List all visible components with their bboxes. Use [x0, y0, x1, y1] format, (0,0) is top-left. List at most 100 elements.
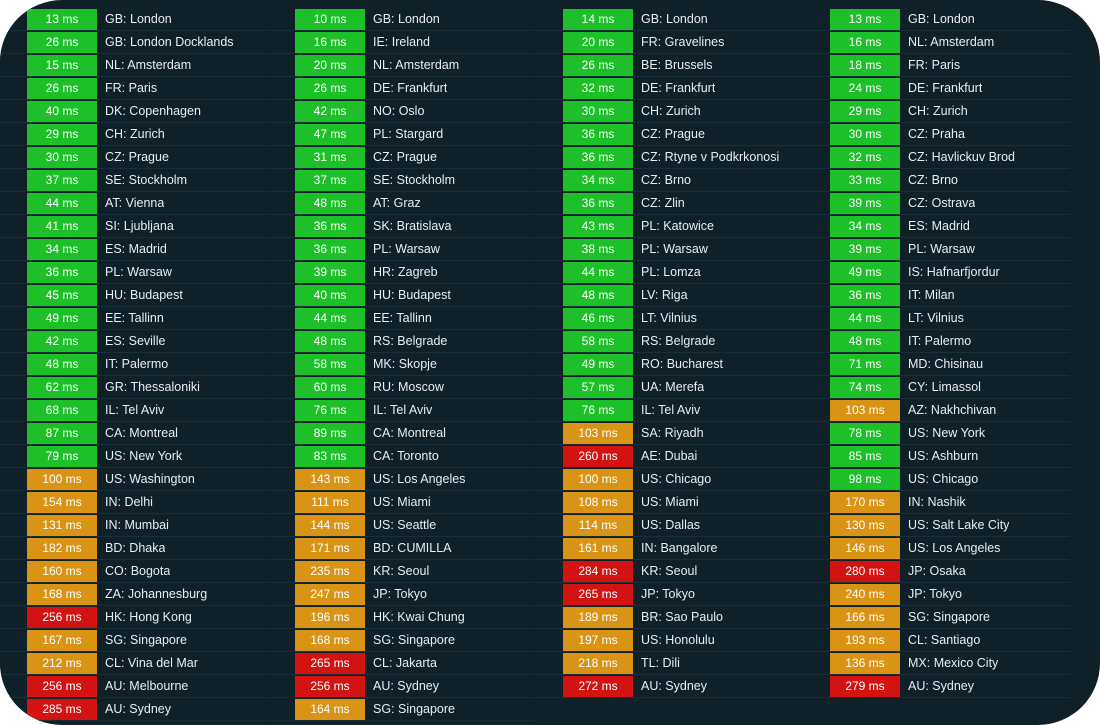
server-row: 48 ms IT: Palermo [803, 330, 1070, 353]
server-location: US: Chicago [641, 472, 712, 486]
server-location: IN: Nashik [908, 495, 966, 509]
server-row: 146 ms US: Los Angeles [803, 537, 1070, 560]
latency-badge: 168 ms [27, 583, 97, 605]
server-location: BD: Dhaka [105, 541, 166, 555]
latency-badge: 78 ms [830, 422, 900, 444]
server-row: 36 ms CZ: Rtyne v Podkrkonosi [536, 146, 803, 169]
latency-badge: 18 ms [830, 54, 900, 76]
server-location: CZ: Rtyne v Podkrkonosi [641, 150, 780, 164]
latency-badge: 114 ms [563, 514, 633, 536]
latency-badge: 164 ms [295, 698, 365, 720]
server-location: JP: Tokyo [908, 587, 962, 601]
server-location: TL: Dili [641, 656, 680, 670]
latency-badge: 154 ms [27, 491, 97, 513]
server-row: 48 ms RS: Belgrade [268, 330, 535, 353]
server-location: IN: Bangalore [641, 541, 718, 555]
server-row: 98 ms US: Chicago [803, 468, 1070, 491]
latency-badge: 131 ms [27, 514, 97, 536]
server-location: PL: Warsaw [908, 242, 975, 256]
server-row: 71 ms MD: Chisinau [803, 353, 1070, 376]
latency-badge: 37 ms [295, 169, 365, 191]
server-row: 13 ms GB: London [803, 8, 1070, 31]
server-row: 49 ms RO: Bucharest [536, 353, 803, 376]
server-row: 235 ms KR: Seoul [268, 560, 535, 583]
server-row: 44 ms PL: Lomza [536, 261, 803, 284]
server-location: AU: Sydney [373, 679, 440, 693]
latency-badge: 161 ms [563, 537, 633, 559]
server-location: RS: Belgrade [373, 334, 448, 348]
server-row: 46 ms LT: Vilnius [536, 307, 803, 330]
latency-badge: 160 ms [27, 560, 97, 582]
latency-badge: 76 ms [295, 399, 365, 421]
server-location: CA: Toronto [373, 449, 439, 463]
latency-badge: 43 ms [563, 215, 633, 237]
server-row: 130 ms US: Salt Lake City [803, 514, 1070, 537]
latency-badge: 36 ms [563, 123, 633, 145]
server-location: US: New York [105, 449, 183, 463]
latency-badge: 111 ms [295, 491, 365, 513]
server-location: DE: Frankfurt [908, 81, 983, 95]
server-row: 13 ms GB: London [0, 8, 267, 31]
server-location: JP: Tokyo [641, 587, 695, 601]
latency-badge: 16 ms [295, 31, 365, 53]
latency-badge: 272 ms [563, 675, 633, 697]
latency-badge: 103 ms [830, 399, 900, 421]
server-location: IL: Tel Aviv [105, 403, 165, 417]
server-location: BR: Sao Paulo [641, 610, 723, 624]
server-row: 16 ms NL: Amsterdam [803, 31, 1070, 54]
latency-badge: 89 ms [295, 422, 365, 444]
server-location: UA: Merefa [641, 380, 705, 394]
server-location: ES: Madrid [105, 242, 167, 256]
server-row: 32 ms DE: Frankfurt [536, 77, 803, 100]
latency-badge: 45 ms [27, 284, 97, 306]
latency-badge: 130 ms [830, 514, 900, 536]
server-row: 39 ms CZ: Ostrava [803, 192, 1070, 215]
server-row: 45 ms HU: Budapest [0, 284, 267, 307]
latency-badge: 44 ms [27, 192, 97, 214]
server-row: 62 ms GR: Thessaloniki [0, 376, 267, 399]
server-row: 48 ms LV: Riga [536, 284, 803, 307]
server-location: PL: Stargard [373, 127, 444, 141]
server-row: 57 ms UA: Merefa [536, 376, 803, 399]
latency-badge: 103 ms [563, 422, 633, 444]
latency-badge: 39 ms [295, 261, 365, 283]
server-row: 33 ms CZ: Brno [803, 169, 1070, 192]
latency-badge: 41 ms [27, 215, 97, 237]
latency-badge: 37 ms [27, 169, 97, 191]
latency-badge: 265 ms [563, 583, 633, 605]
server-location: US: Miami [373, 495, 431, 509]
latency-badge: 26 ms [295, 77, 365, 99]
server-row: 78 ms US: New York [803, 422, 1070, 445]
latency-badge: 256 ms [27, 606, 97, 628]
server-row: 196 ms HK: Kwai Chung [268, 606, 535, 629]
server-row: 36 ms SK: Bratislava [268, 215, 535, 238]
server-location: CZ: Zlin [641, 196, 685, 210]
server-location: US: Washington [105, 472, 195, 486]
server-row: 10 ms GB: London [268, 8, 535, 31]
server-location: GR: Thessaloniki [105, 380, 200, 394]
server-row: 171 ms BD: CUMILLA [268, 537, 535, 560]
server-row: 14 ms GB: London [536, 8, 803, 31]
latency-badge: 48 ms [830, 330, 900, 352]
server-location: US: Los Angeles [373, 472, 466, 486]
server-location: MK: Skopje [373, 357, 437, 371]
latency-badge: 49 ms [830, 261, 900, 283]
server-location: CL: Santiago [908, 633, 981, 647]
latency-badge: 13 ms [27, 8, 97, 30]
server-location: NL: Amsterdam [105, 58, 192, 72]
server-location: IT: Milan [908, 288, 955, 302]
server-location: HU: Budapest [373, 288, 451, 302]
server-row: 34 ms ES: Madrid [0, 238, 267, 261]
latency-badge: 13 ms [830, 8, 900, 30]
latency-badge: 196 ms [295, 606, 365, 628]
latency-badge: 100 ms [563, 468, 633, 490]
server-location: CZ: Ostrava [908, 196, 976, 210]
server-location: CZ: Brno [641, 173, 692, 187]
server-row: 26 ms GB: London Docklands [0, 31, 267, 54]
server-location: LV: Riga [641, 288, 688, 302]
latency-badge: 48 ms [295, 192, 365, 214]
latency-badge: 240 ms [830, 583, 900, 605]
server-row: 32 ms CZ: Havlickuv Brod [803, 146, 1070, 169]
server-location: CH: Zurich [105, 127, 165, 141]
server-row: 144 ms US: Seattle [268, 514, 535, 537]
